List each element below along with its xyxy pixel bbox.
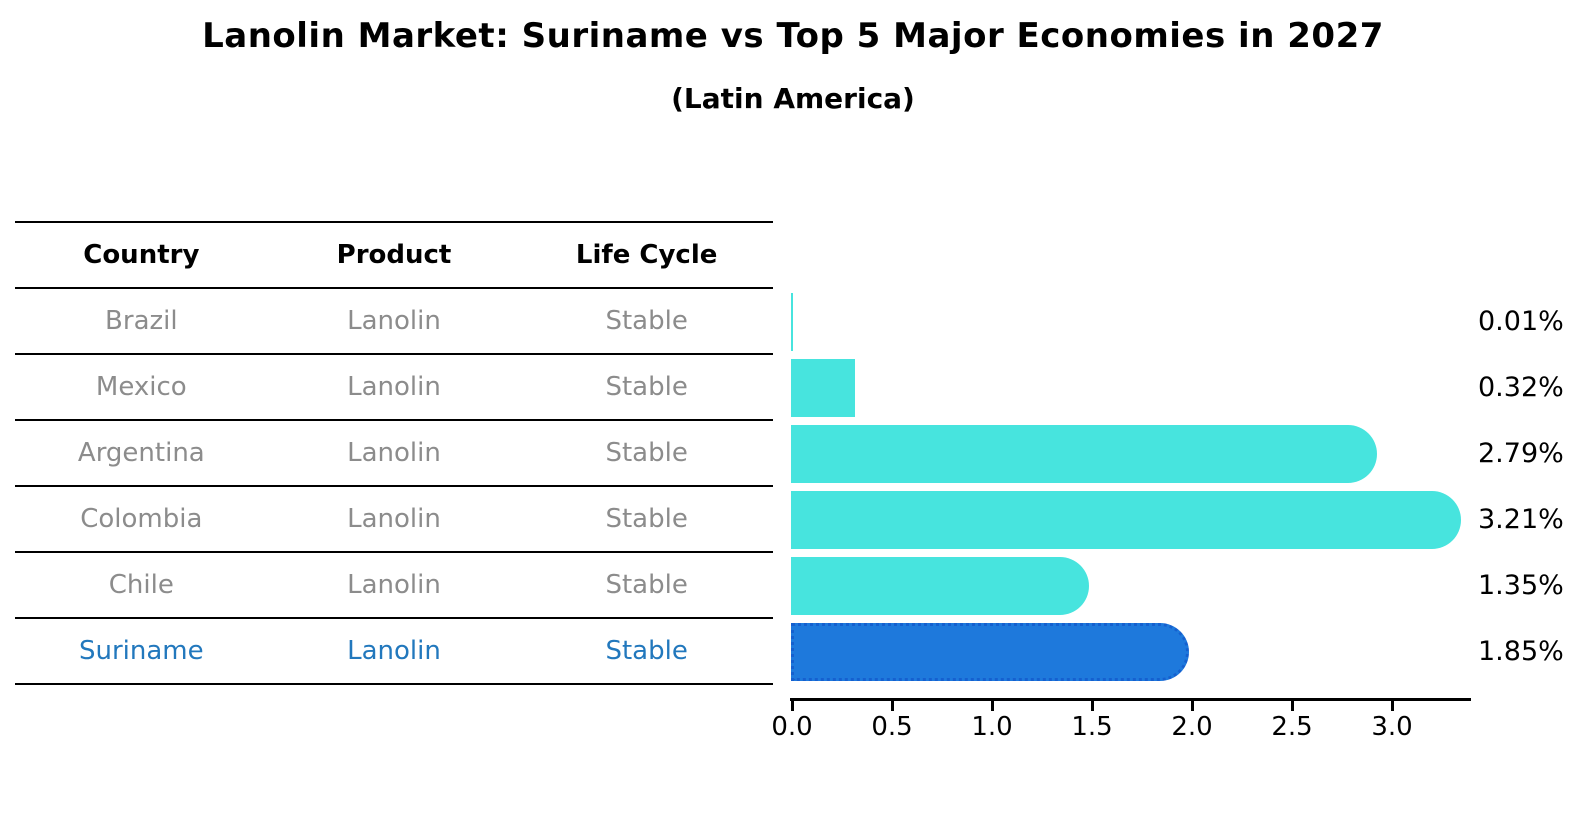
value-label-colombia: 3.21%	[1478, 504, 1564, 535]
x-axis-tick	[991, 700, 994, 711]
table-row-brazil: Brazil Lanolin Stable	[15, 289, 773, 355]
cell-product: Lanolin	[347, 570, 441, 600]
table-header-row: Country Product Life Cycle	[15, 223, 773, 289]
cell-lifecycle: Stable	[605, 636, 688, 666]
country-table: Country Product Life Cycle Brazil Lanoli…	[15, 221, 773, 685]
table-row-argentina: Argentina Lanolin Stable	[15, 421, 773, 487]
cell-product: Lanolin	[347, 306, 441, 336]
cell-product: Lanolin	[347, 438, 441, 468]
x-tick-label: 3.0	[1371, 712, 1413, 742]
x-tick-label: 1.5	[1071, 712, 1113, 742]
x-axis-tick	[1291, 700, 1294, 711]
x-axis-line	[790, 698, 1471, 701]
bar-argentina	[791, 425, 1377, 483]
value-label-chile: 1.35%	[1478, 570, 1564, 601]
cell-country: Mexico	[95, 372, 187, 402]
cell-country: Colombia	[80, 504, 203, 534]
table-row-mexico: Mexico Lanolin Stable	[15, 355, 773, 421]
value-label-brazil: 0.01%	[1478, 306, 1564, 337]
cell-product: Lanolin	[347, 504, 441, 534]
x-tick-label: 0.0	[771, 712, 813, 742]
chart-subtitle: (Latin America)	[671, 82, 915, 115]
column-header-lifecycle: Life Cycle	[575, 240, 718, 270]
cell-product: Lanolin	[347, 636, 441, 666]
cell-product: Lanolin	[347, 372, 441, 402]
x-tick-label: 0.5	[871, 712, 913, 742]
table-row-colombia: Colombia Lanolin Stable	[15, 487, 773, 553]
cell-lifecycle: Stable	[605, 438, 688, 468]
x-axis-tick	[791, 700, 794, 711]
column-header-country: Country	[83, 240, 200, 270]
chart-title: Lanolin Market: Suriname vs Top 5 Major …	[202, 16, 1384, 56]
cell-lifecycle: Stable	[605, 504, 688, 534]
column-header-product: Product	[336, 240, 452, 270]
bar-mexico	[791, 359, 855, 417]
bar-suriname	[791, 623, 1189, 681]
value-label-mexico: 0.32%	[1478, 372, 1564, 403]
cell-country: Argentina	[77, 438, 205, 468]
x-axis-tick	[1391, 700, 1394, 711]
cell-lifecycle: Stable	[605, 372, 688, 402]
x-axis-tick	[1191, 700, 1194, 711]
cell-lifecycle: Stable	[605, 570, 688, 600]
cell-country: Chile	[108, 570, 174, 600]
cell-country: Brazil	[105, 306, 178, 336]
x-tick-label: 2.5	[1271, 712, 1313, 742]
cell-lifecycle: Stable	[605, 306, 688, 336]
cell-country: Suriname	[79, 636, 204, 666]
bar-brazil	[791, 293, 793, 351]
x-tick-label: 1.0	[971, 712, 1013, 742]
value-label-suriname: 1.85%	[1478, 636, 1564, 667]
x-axis-tick	[891, 700, 894, 711]
value-label-argentina: 2.79%	[1478, 438, 1564, 469]
x-tick-label: 2.0	[1171, 712, 1213, 742]
bar-chile	[791, 557, 1089, 615]
x-axis-tick	[1091, 700, 1094, 711]
bar-colombia	[791, 491, 1461, 549]
table-row-suriname: Suriname Lanolin Stable	[15, 619, 773, 685]
table-row-chile: Chile Lanolin Stable	[15, 553, 773, 619]
